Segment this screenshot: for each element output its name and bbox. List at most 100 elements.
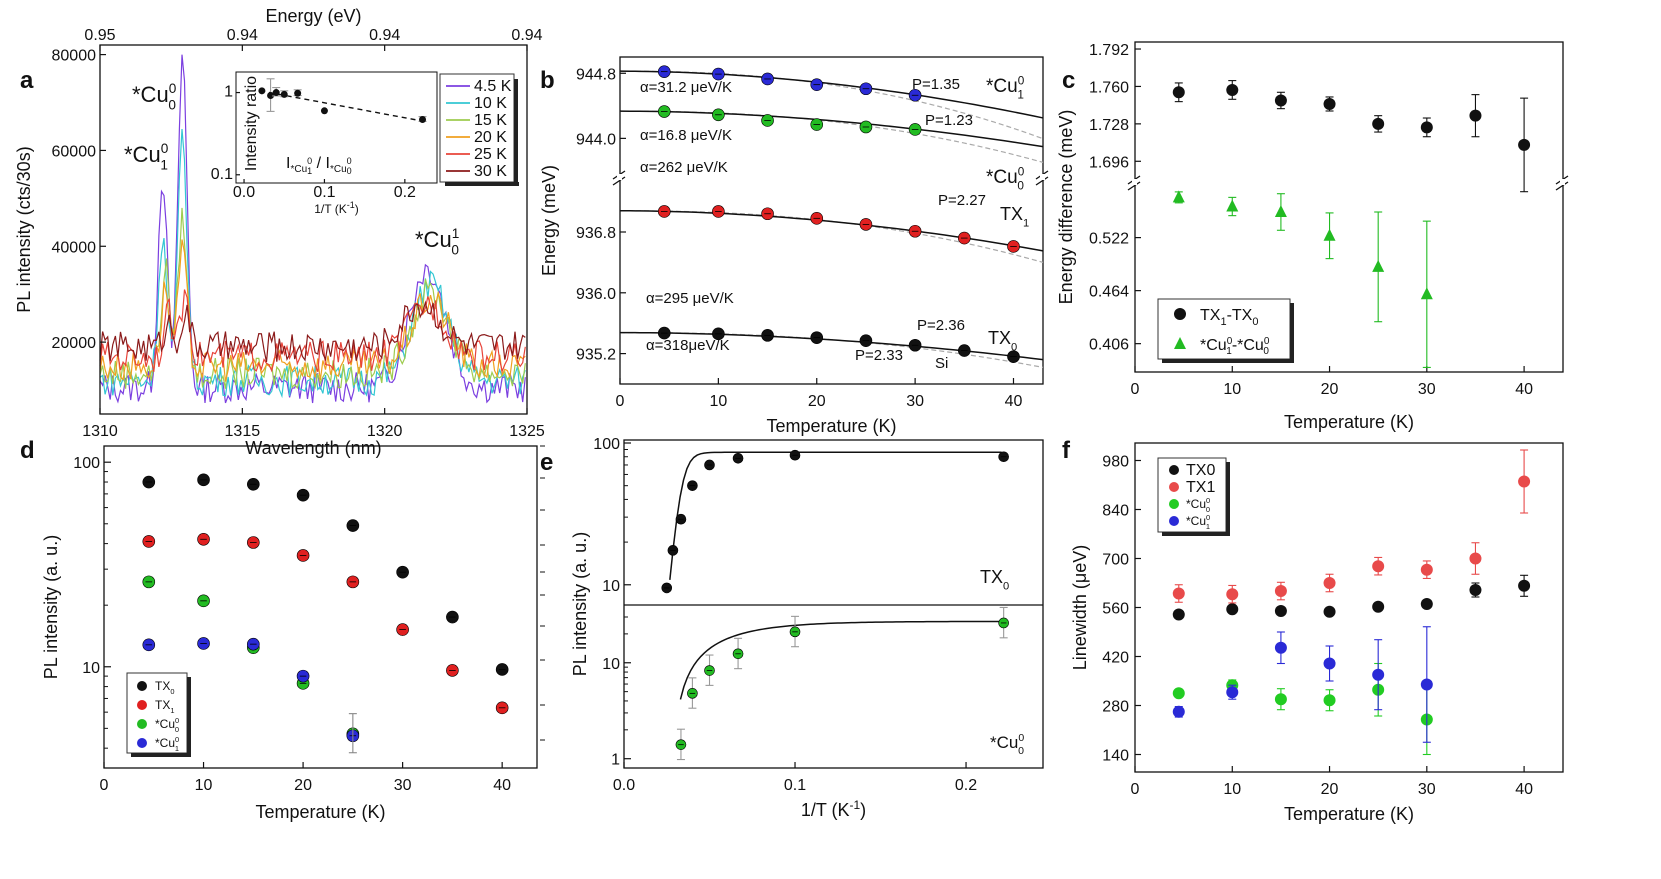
inset-frame: [235, 71, 438, 184]
fit-curve: [619, 210, 1044, 252]
legend-marker: [1169, 482, 1179, 492]
x-axis-label: Temperature (K): [255, 802, 385, 822]
legend-marker: [1169, 499, 1179, 509]
data-point: [1372, 600, 1385, 613]
alpha-label: α=16.8 μeV/K: [640, 127, 732, 144]
axis-break: [612, 176, 626, 186]
x-tick-label: 30: [906, 393, 924, 410]
data-point: [1226, 199, 1239, 212]
x-axis-label: 1/T (K-1): [801, 798, 866, 820]
x-tick-label: 1320: [367, 423, 403, 440]
panel-e-frame: [623, 439, 1044, 769]
alpha-label: α=295 μeV/K: [646, 290, 734, 307]
panel-c-frame: [1134, 41, 1564, 373]
data-point: [1372, 668, 1385, 681]
data-point: [1469, 584, 1482, 596]
data-point: [1172, 705, 1185, 718]
y-tick-label: 935.2: [576, 347, 616, 364]
si-alpha-label: α=318μeV/K: [646, 337, 730, 354]
inset-point: [272, 89, 280, 97]
y-tick-label: 100: [73, 455, 100, 472]
legend-shadow: [1290, 303, 1294, 363]
axis-break: [1035, 176, 1049, 186]
y-tick-label: 20000: [52, 335, 97, 352]
p-label: P=2.27: [938, 192, 986, 209]
series-label: TX0: [980, 567, 1009, 592]
data-point: [1323, 577, 1336, 589]
axis-break-gap: [1132, 179, 1137, 185]
x-tick-label: 20: [294, 777, 312, 794]
panel-b-frame: [619, 56, 1044, 385]
data-point: [1274, 693, 1287, 706]
legend-marker: [137, 719, 147, 729]
data-point: [1469, 552, 1482, 565]
x-tick-label: 20: [1321, 781, 1339, 798]
legend-label: TX0: [155, 679, 174, 696]
data-point: [1518, 579, 1531, 592]
legend-label: *Cu0 1: [1186, 513, 1210, 531]
legend-shadow: [1226, 462, 1230, 536]
x-tick-label: 1315: [225, 423, 261, 440]
legend-label: 20 K: [474, 129, 507, 146]
inset-point: [258, 87, 266, 95]
y-tick-label: 936.8: [576, 225, 616, 242]
fit-curve: [679, 620, 1002, 700]
x-tick-label: 30: [1418, 781, 1436, 798]
inset-x-label: 1/T (K-1): [314, 200, 358, 216]
peak-label: *Cu0 1: [124, 141, 169, 173]
legend-marker: [137, 681, 147, 691]
data-point: [1323, 97, 1336, 110]
legend-label: *Cu0 1-*Cu0 0: [1200, 336, 1270, 357]
y-tick-label: 420: [1102, 650, 1129, 667]
x-tick-label: 20: [1321, 381, 1339, 398]
y-axis-label: PL intensity (a. u.): [570, 532, 590, 676]
legend-shadow: [1162, 532, 1230, 536]
y-tick-label: 840: [1102, 503, 1129, 520]
data-point: [1420, 121, 1433, 134]
y-tick-label: 1.792: [1089, 42, 1129, 59]
data-point: [1274, 205, 1287, 217]
legend-label: 4.5 K: [474, 78, 512, 95]
top-x-tick-label: 0.94: [511, 27, 542, 44]
data-point: [1323, 605, 1336, 618]
panel-letter: f: [1062, 437, 1071, 464]
x-tick-label: 1325: [509, 423, 545, 440]
inset-point: [294, 89, 302, 97]
si-p-label: P=2.33: [855, 347, 903, 364]
legend-marker: [1169, 465, 1179, 475]
legend-label: *Cu0 0: [155, 716, 179, 734]
alpha-label: α=262 μeV/K: [640, 159, 728, 176]
axis-break: [1127, 181, 1141, 191]
p-label: P=1.35: [912, 76, 960, 93]
series-label: TX0: [988, 328, 1017, 353]
panel-a-frame: [99, 44, 528, 415]
spectrum-line: [99, 289, 526, 374]
peak-label: *Cu1 0: [415, 226, 459, 258]
data-point: [1420, 678, 1433, 691]
x-tick-label: 1310: [82, 423, 118, 440]
top-x-tick-label: 0.94: [227, 27, 258, 44]
fit-curve: [669, 451, 1002, 580]
fit-curve: [619, 110, 1044, 148]
data-point: [1323, 694, 1336, 707]
panel-letter: e: [540, 449, 553, 476]
y-tick-label: 10: [602, 578, 620, 595]
inset-point: [280, 90, 288, 98]
panel-letter: a: [20, 67, 34, 94]
y-tick-label: 100: [593, 436, 620, 453]
legend-label: TX1: [1186, 479, 1215, 496]
y-tick-label: 1.696: [1089, 154, 1129, 171]
legend-box: [126, 672, 188, 754]
spectrum-line: [99, 300, 526, 363]
y-tick-label: 1.760: [1089, 79, 1129, 96]
legend-label: 25 K: [474, 146, 507, 163]
legend-marker: [1174, 337, 1186, 349]
panel-letter: d: [20, 437, 35, 464]
x-tick-label: 30: [394, 777, 412, 794]
x-axis-label: Temperature (K): [1284, 804, 1414, 824]
si-label: Si: [935, 355, 948, 372]
y-tick-label: 980: [1102, 454, 1129, 471]
axis-break-gap: [1040, 174, 1045, 180]
axis-break-gap: [1560, 179, 1565, 185]
